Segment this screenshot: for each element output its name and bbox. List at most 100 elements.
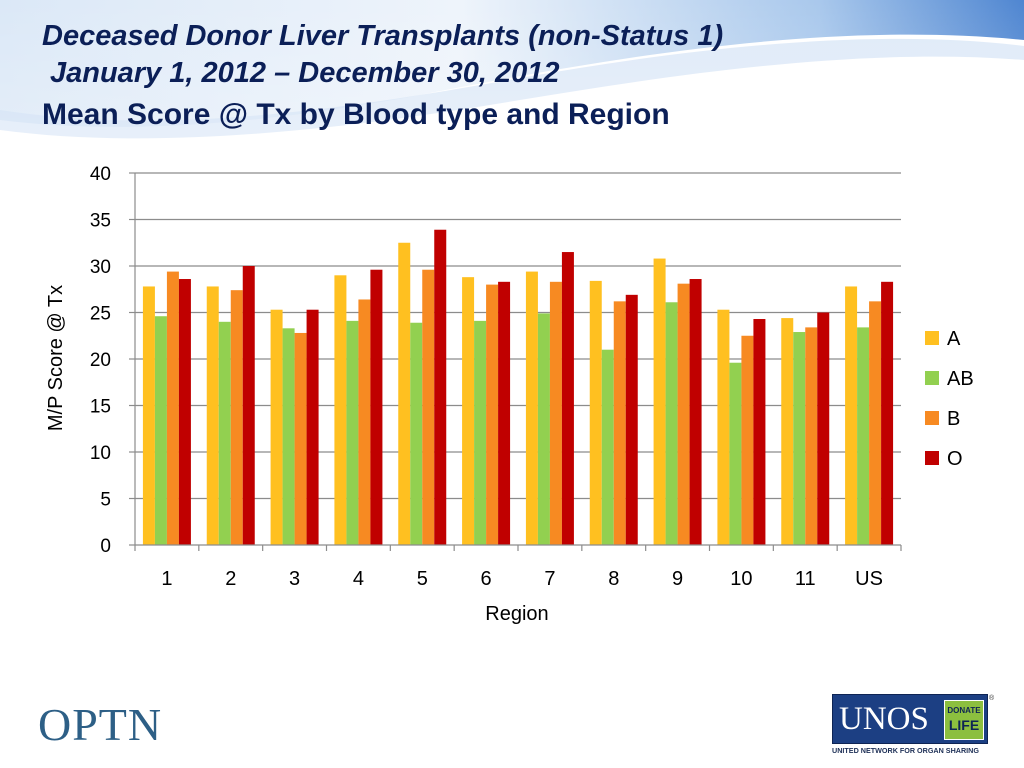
bar-ab-region-6 [474,320,487,545]
bar-o-region-11 [817,312,830,545]
bar-ab-region-1 [154,316,167,545]
legend: A AB BO [925,328,974,470]
y-tick-label: 40 [90,164,111,185]
bar-o-region-4 [370,269,383,545]
bars [142,229,894,546]
bar-o-region-5 [434,229,447,546]
bar-ab-region-us [857,327,870,545]
optn-logo: OPTN [38,699,163,750]
unos-logo-text: UNOS [839,701,929,737]
x-tick-label: 9 [672,568,683,590]
y-tick-labels: 0 5 10 15 20 25 30 35 40 [90,164,111,557]
x-tick-label: 5 [417,568,428,590]
title-line-3: Mean Score @ Tx by Blood type and Region [42,98,670,131]
bar-ab-region-8 [601,349,614,545]
bar-b-region-10 [741,335,754,545]
x-tick-labels: 1 2 3 4 5 6 7 8 9 10 11 US [161,568,883,590]
bar-ab-region-3 [282,328,295,545]
header-swoosh-background [0,0,1024,190]
axes [134,173,902,551]
bar-b-region-8 [613,301,626,545]
title-block: Deceased Donor Liver Transplants (non-St… [42,18,723,136]
x-tick-label: 8 [608,568,619,590]
x-tick-label: 6 [481,568,492,590]
bar-a-region-7 [525,271,538,545]
bar-b-region-4 [358,299,371,545]
bar-a-region-6 [462,277,475,545]
y-axis-label: M/P Score @ Tx [45,285,67,431]
unos-logo: UNOS DONATE LIFE ® UNITED NETWORK FOR OR… [832,694,998,760]
y-tick-label: 20 [90,350,111,371]
bar-ab-region-9 [665,302,678,545]
y-tick-label: 5 [100,490,111,511]
bar-o-region-10 [753,319,766,545]
title-line-2: January 1, 2012 – December 30, 2012 [50,57,560,89]
legend-swatch-a [925,331,939,345]
bar-a-region-2 [206,286,219,545]
y-tick-label: 30 [90,257,111,278]
bar-ab-region-11 [793,332,806,545]
title-line-1: Deceased Donor Liver Transplants (non-St… [42,20,724,52]
bar-a-region-us [845,286,858,545]
grid-lines [129,172,901,546]
bar-b-region-5 [422,269,435,545]
bar-o-region-7 [561,252,574,546]
bar-a-region-3 [270,309,283,545]
legend-label-ab: AB [947,368,974,390]
bar-ab-region-7 [537,313,550,545]
bar-ab-region-2 [218,321,231,545]
x-tick-label: 1 [161,568,172,590]
legend-label-o: O [947,448,963,470]
y-tick-label: 0 [100,536,111,557]
legend-swatch-o [925,451,939,465]
y-tick-label: 35 [90,211,111,232]
x-tick-label: 7 [544,568,555,590]
bar-a-region-5 [398,242,411,545]
bar-b-region-6 [486,284,499,545]
bar-o-region-9 [689,279,702,545]
registered-mark: ® [989,695,995,702]
legend-swatch-ab [925,371,939,385]
bar-a-region-4 [334,275,347,545]
bar-o-region-1 [178,279,191,545]
bar-ab-region-4 [346,320,359,545]
unos-logo-box: UNOS DONATE LIFE [832,694,988,744]
bar-a-region-9 [653,258,666,545]
unos-subtitle: UNITED NETWORK FOR ORGAN SHARING [832,746,979,755]
donate-life-badge: DONATE LIFE [944,700,984,740]
x-tick-label: 3 [289,568,300,590]
bar-ab-region-5 [410,322,423,545]
x-tick-label: 4 [353,568,364,590]
legend-label-b: B [947,408,960,430]
donate-life-line-2: LIFE [948,717,980,733]
bar-o-region-3 [306,309,319,545]
bar-b-region-7 [549,281,562,545]
bar-b-region-9 [677,283,690,545]
x-axis-label: Region [485,603,548,625]
bar-o-region-8 [625,294,638,545]
bar-b-region-3 [294,332,307,545]
bar-a-region-10 [717,309,730,545]
x-tick-label: US [855,568,883,590]
bar-o-region-6 [498,281,511,545]
y-tick-label: 15 [90,397,111,418]
bar-b-region-2 [230,290,243,545]
x-tick-label: 11 [795,568,816,590]
donate-life-line-1: DONATE [947,706,981,715]
bar-a-region-1 [142,286,155,545]
bar-b-region-1 [166,271,179,545]
bar-a-region-11 [781,318,794,545]
bar-o-region-2 [242,266,255,545]
bar-b-region-11 [805,327,818,545]
legend-swatch-b [925,411,939,425]
bar-o-region-us [881,281,894,545]
x-tick-label: 2 [225,568,236,590]
legend-label-a: A [947,328,961,350]
bar-ab-region-10 [729,362,742,545]
bar-b-region-us [869,301,882,545]
y-tick-label: 25 [90,304,111,325]
bar-a-region-8 [589,280,602,545]
x-tick-label: 10 [730,568,752,590]
y-tick-label: 10 [90,443,111,464]
